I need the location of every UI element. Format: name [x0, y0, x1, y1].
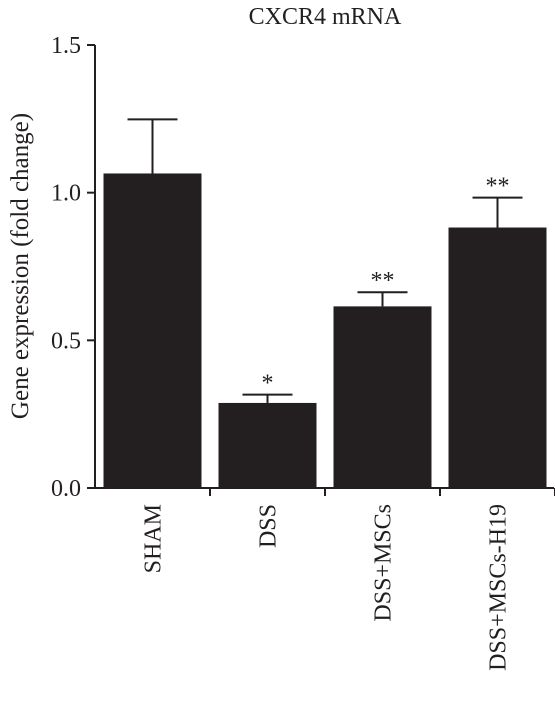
- y-tick-label: 0.5: [51, 328, 81, 354]
- significance-marker: **: [371, 268, 395, 294]
- bar: [333, 306, 432, 488]
- significance-marker: *: [262, 371, 274, 397]
- x-tick-label: SHAM: [141, 504, 167, 573]
- x-tick-label: DSS+MSCs-H19: [486, 504, 512, 671]
- x-tick-label: DSS+MSCs: [371, 504, 397, 622]
- plot-area: 0.0 0.5 1.0 1.5 SHAM * DSS ** DSS+MSCs ** DSS+MSCs…: [51, 33, 555, 671]
- bar: [103, 173, 202, 488]
- chart-title: CXCR4 mRNA: [249, 4, 402, 30]
- bar: [448, 227, 547, 489]
- y-tick-label: 0.0: [51, 476, 81, 502]
- y-tick-label: 1.0: [51, 181, 81, 207]
- significance-marker: **: [486, 174, 510, 200]
- y-tick-label: 1.5: [51, 33, 81, 59]
- y-axis-label: Gene expression (fold change): [7, 113, 34, 419]
- x-tick-label: DSS: [256, 504, 282, 548]
- bar: [218, 402, 317, 488]
